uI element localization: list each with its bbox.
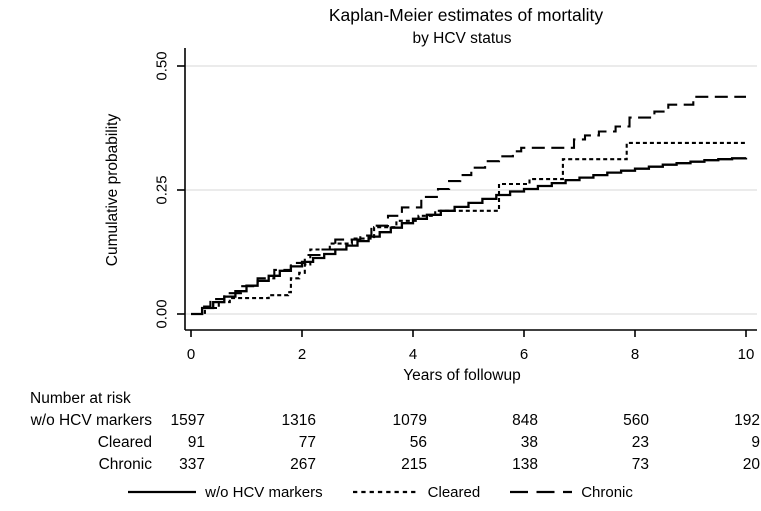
risk-table-header: Number at risk [30, 390, 131, 407]
risk-value: 337 [179, 456, 205, 473]
risk-value: 215 [401, 456, 427, 473]
legend: w/o HCV markers Cleared Chronic [0, 477, 761, 507]
risk-value: 192 [734, 412, 760, 429]
legend-line-sample-icon [128, 490, 197, 494]
risk-value: 73 [632, 456, 649, 473]
risk-value: 9 [751, 434, 760, 451]
chart-subtitle: by HCV status [412, 30, 511, 47]
risk-value: 56 [410, 434, 427, 451]
legend-line-sample-icon [510, 490, 573, 494]
risk-value: 267 [290, 456, 316, 473]
risk-value: 138 [512, 456, 538, 473]
x-tick-label: 6 [520, 346, 528, 363]
x-tick-label: 10 [738, 346, 755, 363]
legend-line-sample-icon [352, 490, 419, 494]
y-axis-label: Cumulative probability [104, 114, 121, 267]
risk-value: 23 [632, 434, 649, 451]
risk-row-label: w/o HCV markers [30, 412, 153, 429]
risk-value: 1316 [282, 412, 316, 429]
legend-item-label: Chronic [581, 483, 633, 501]
risk-row-label: Chronic [99, 456, 153, 473]
legend-item-label: Cleared [427, 483, 481, 501]
y-tick-label: 0.00 [153, 299, 170, 328]
risk-value: 1597 [171, 412, 205, 429]
x-tick-label: 0 [187, 346, 195, 363]
survival-curves [191, 95, 748, 316]
gridlines [186, 65, 757, 315]
x-axis-label: Years of followup [403, 367, 520, 384]
risk-row-label: Cleared [98, 434, 152, 451]
risk-value: 848 [512, 412, 538, 429]
legend-item: Cleared [352, 483, 481, 501]
y-tick-label: 0.50 [153, 51, 170, 80]
legend-item: Chronic [510, 484, 633, 501]
risk-value: 91 [188, 434, 205, 451]
y-tick-label: 0.25 [153, 175, 170, 204]
risk-value: 38 [521, 434, 538, 451]
axes: 0.00 0.25 0.50 0 2 4 6 8 10 [153, 48, 757, 363]
legend-item-label: w/o HCV markers [205, 483, 323, 501]
chart-title: Kaplan-Meier estimates of mortality [329, 5, 604, 25]
risk-table: w/o HCV markers 1597 1316 1079 848 560 192 Clea… [30, 412, 761, 473]
curve-cleared [191, 141, 746, 316]
curve-w-o-hcv-markers [191, 157, 748, 316]
risk-value: 77 [299, 434, 316, 451]
x-tick-label: 4 [409, 346, 417, 363]
risk-value: 1079 [393, 412, 427, 429]
legend-item: w/o HCV markers [128, 484, 323, 501]
risk-value: 20 [743, 456, 761, 473]
risk-value: 560 [623, 412, 649, 429]
x-tick-label: 8 [631, 346, 639, 363]
x-tick-label: 2 [298, 346, 306, 363]
